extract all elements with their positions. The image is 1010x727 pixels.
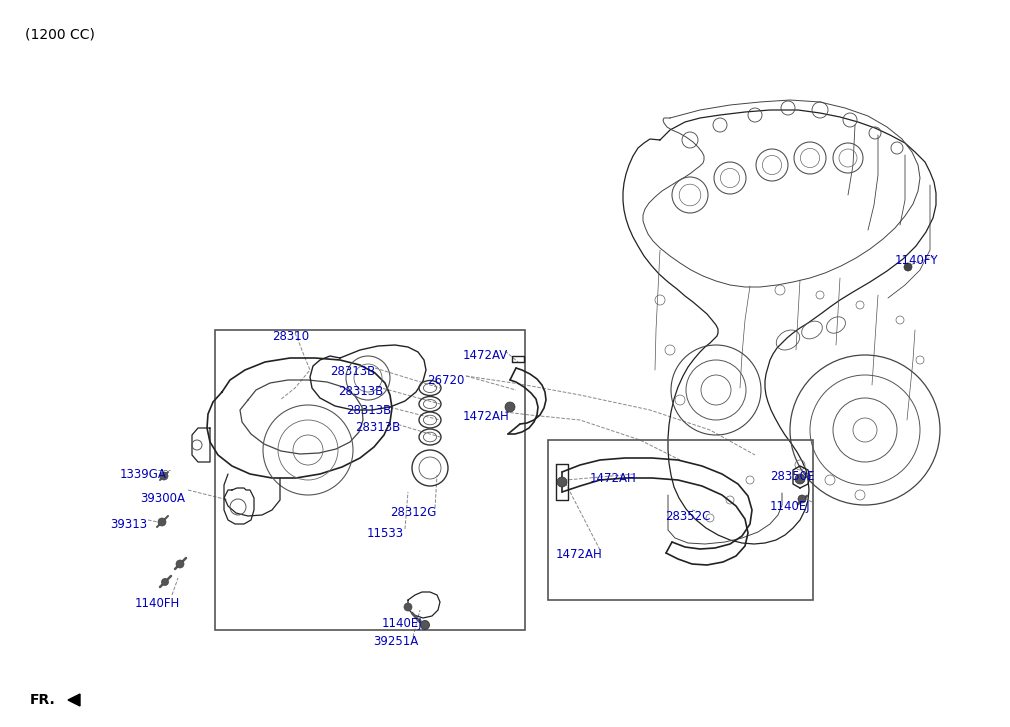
Text: 28313B: 28313B [338, 385, 383, 398]
Text: 1140EJ: 1140EJ [382, 617, 422, 630]
Bar [215, 330, 525, 630]
Text: FR.: FR. [30, 693, 56, 707]
Circle shape [795, 474, 805, 484]
Text: 39251A: 39251A [373, 635, 418, 648]
Text: 28310: 28310 [272, 330, 309, 343]
Text: 39313: 39313 [110, 518, 147, 531]
Text: 1472AH: 1472AH [590, 472, 636, 485]
Text: 1140FH: 1140FH [135, 597, 180, 610]
Text: 39300A: 39300A [140, 492, 185, 505]
Circle shape [160, 472, 168, 480]
Text: 28352C: 28352C [665, 510, 710, 523]
Text: 1472AV: 1472AV [463, 349, 508, 362]
Text: 28350E: 28350E [770, 470, 814, 483]
Circle shape [162, 579, 169, 585]
Circle shape [404, 603, 412, 611]
Text: (1200 CC): (1200 CC) [25, 28, 95, 42]
Text: 28313B: 28313B [355, 421, 400, 434]
Text: 1472AH: 1472AH [463, 410, 510, 423]
Circle shape [505, 402, 515, 412]
Polygon shape [68, 694, 80, 706]
Circle shape [176, 560, 184, 568]
Circle shape [798, 495, 806, 503]
Text: 28313B: 28313B [330, 365, 376, 378]
Text: 1140FY: 1140FY [895, 254, 938, 267]
Text: 26720: 26720 [427, 374, 465, 387]
Text: 28313B: 28313B [346, 404, 391, 417]
Text: 1140EJ: 1140EJ [770, 500, 811, 513]
Circle shape [158, 518, 166, 526]
Text: 28312G: 28312G [390, 506, 436, 519]
Circle shape [557, 477, 567, 487]
Circle shape [420, 621, 429, 630]
Text: 11533: 11533 [367, 527, 404, 540]
Text: 1339GA: 1339GA [120, 468, 167, 481]
Bar [548, 440, 813, 600]
Text: 1472AH: 1472AH [556, 548, 603, 561]
Circle shape [904, 263, 912, 271]
